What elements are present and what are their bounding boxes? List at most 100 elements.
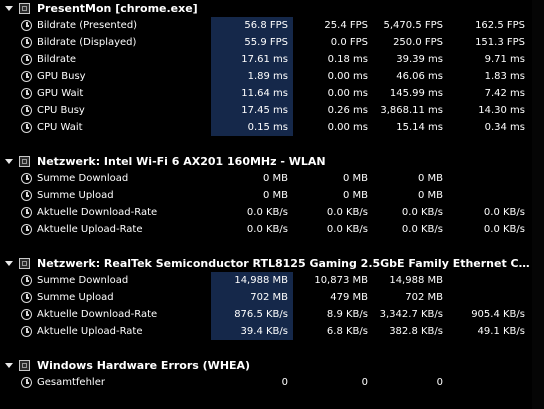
current-value: 0.15 ms (211, 119, 293, 136)
current-value: 0 MB (262, 190, 288, 201)
sensor-row[interactable]: Summe Download 0 MB 0 MB 0 MB (0, 170, 544, 187)
sensor-label: Summe Upload (37, 292, 114, 303)
sensor-row[interactable]: Gesamtfehler 0 0 0 (0, 374, 544, 391)
group-title: Netzwerk: Intel Wi-Fi 6 AX201 160MHz - W… (37, 155, 326, 168)
clock-icon (21, 173, 32, 184)
avg-value (448, 374, 530, 391)
group-header-ethernet[interactable]: Netzwerk: RealTek Semiconductor RTL8125 … (0, 255, 544, 272)
sensor-label: Bildrate (Displayed) (37, 37, 137, 48)
sensor-label: Bildrate (37, 54, 77, 65)
max-value: 0 (436, 377, 443, 388)
clock-icon (21, 37, 32, 48)
clock-icon (21, 54, 32, 65)
sensor-row[interactable]: Summe Upload 0 MB 0 MB 0 MB (0, 187, 544, 204)
clock-icon (21, 275, 32, 286)
max-value: 145.99 ms (389, 88, 443, 99)
chip-icon (19, 3, 30, 14)
max-value: 3,868.11 ms (380, 105, 443, 116)
max-value: 0 MB (417, 173, 443, 184)
sensor-row[interactable]: GPU Wait 11.64 ms 0.00 ms 145.99 ms 7.42… (0, 85, 544, 102)
sensor-label: Bildrate (Presented) (37, 20, 138, 31)
sensor-row[interactable]: GPU Busy 1.89 ms 0.00 ms 46.06 ms 1.83 m… (0, 68, 544, 85)
sensor-row[interactable]: CPU Wait 0.15 ms 0.00 ms 15.14 ms 0.34 m… (0, 119, 544, 136)
clock-icon (21, 292, 32, 303)
avg-value: 7.42 ms (484, 88, 525, 99)
avg-value: 0.0 KB/s (483, 224, 525, 235)
group-header-presentmon[interactable]: PresentMon [chrome.exe] (0, 0, 544, 17)
min-value: 0.18 ms (327, 54, 368, 65)
max-value: 382.8 KB/s (389, 326, 443, 337)
sensor-row[interactable]: Summe Upload 702 MB 479 MB 702 MB (0, 289, 544, 306)
max-value: 5,470.5 FPS (383, 20, 443, 31)
current-value: 0 (281, 377, 288, 388)
collapse-arrow-icon[interactable] (5, 261, 13, 266)
avg-value: 0.34 ms (484, 122, 525, 133)
max-value: 15.14 ms (396, 122, 443, 133)
max-value: 702 MB (405, 292, 443, 303)
avg-value: 1.83 ms (484, 71, 525, 82)
vertical-scrollbar[interactable] (532, 0, 544, 409)
max-value: 39.39 ms (396, 54, 443, 65)
clock-icon (21, 326, 32, 337)
max-value: 0.0 KB/s (401, 224, 443, 235)
current-value: 17.61 ms (211, 51, 293, 68)
min-value: 0.26 ms (327, 105, 368, 116)
group-header-wlan[interactable]: Netzwerk: Intel Wi-Fi 6 AX201 160MHz - W… (0, 153, 544, 170)
sensor-row[interactable]: Aktuelle Download-Rate 876.5 KB/s 8.9 KB… (0, 306, 544, 323)
current-value: 14,988 MB (211, 272, 293, 289)
sensor-row[interactable]: Bildrate 17.61 ms 0.18 ms 39.39 ms 9.71 … (0, 51, 544, 68)
sensor-label: CPU Wait (37, 122, 83, 133)
collapse-arrow-icon[interactable] (5, 6, 13, 11)
sensor-label: GPU Busy (37, 71, 86, 82)
sensor-label: Aktuelle Upload-Rate (37, 224, 143, 235)
sensor-row[interactable]: Aktuelle Download-Rate 0.0 KB/s 0.0 KB/s… (0, 204, 544, 221)
avg-value: 14.30 ms (478, 105, 525, 116)
group-spacer (0, 340, 544, 357)
sensor-label: Summe Download (37, 173, 129, 184)
min-value: 0.00 ms (327, 122, 368, 133)
clock-icon (21, 71, 32, 82)
clock-icon (21, 377, 32, 388)
clock-icon (21, 122, 32, 133)
collapse-arrow-icon[interactable] (5, 159, 13, 164)
sensor-row[interactable]: Summe Download 14,988 MB 10,873 MB 14,98… (0, 272, 544, 289)
sensor-row[interactable]: CPU Busy 17.45 ms 0.26 ms 3,868.11 ms 14… (0, 102, 544, 119)
group-header-whea[interactable]: Windows Hardware Errors (WHEA) (0, 357, 544, 374)
clock-icon (21, 224, 32, 235)
min-value: 0.0 KB/s (326, 224, 368, 235)
current-value: 0.0 KB/s (246, 224, 288, 235)
current-value: 11.64 ms (211, 85, 293, 102)
chip-icon (19, 360, 30, 371)
clock-icon (21, 88, 32, 99)
min-value: 0 MB (342, 190, 368, 201)
min-value: 0.00 ms (327, 88, 368, 99)
sensor-row[interactable]: Aktuelle Upload-Rate 39.4 KB/s 6.8 KB/s … (0, 323, 544, 340)
collapse-arrow-icon[interactable] (5, 363, 13, 368)
avg-value (448, 170, 530, 187)
chip-icon (19, 258, 30, 269)
max-value: 0 MB (417, 190, 443, 201)
current-value: 0 MB (262, 173, 288, 184)
min-value: 0.0 FPS (330, 37, 368, 48)
max-value: 0.0 KB/s (401, 207, 443, 218)
min-value: 6.8 KB/s (326, 326, 368, 337)
current-value: 0.0 KB/s (246, 207, 288, 218)
group-title: Windows Hardware Errors (WHEA) (37, 359, 251, 372)
group-spacer (0, 136, 544, 153)
min-value: 8.9 KB/s (326, 309, 368, 320)
avg-value: 151.3 FPS (475, 37, 525, 48)
avg-value: 9.71 ms (484, 54, 525, 65)
sensor-row[interactable]: Aktuelle Upload-Rate 0.0 KB/s 0.0 KB/s 0… (0, 221, 544, 238)
sensor-label: Aktuelle Upload-Rate (37, 326, 143, 337)
sensor-label: Gesamtfehler (37, 377, 105, 388)
clock-icon (21, 20, 32, 31)
avg-value: 0.0 KB/s (483, 207, 525, 218)
sensor-row[interactable]: Bildrate (Displayed) 55.9 FPS 0.0 FPS 25… (0, 34, 544, 51)
current-value: 39.4 KB/s (211, 323, 293, 340)
sensor-row[interactable]: Bildrate (Presented) 56.8 FPS 25.4 FPS 5… (0, 17, 544, 34)
sensor-label: Aktuelle Download-Rate (37, 207, 158, 218)
current-value: 702 MB (211, 289, 293, 306)
sensor-label: Summe Download (37, 275, 129, 286)
avg-value (448, 272, 530, 289)
sensor-label: Summe Upload (37, 190, 114, 201)
